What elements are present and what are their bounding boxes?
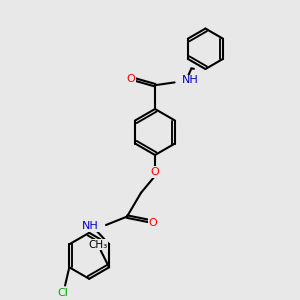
Text: CH₃: CH₃: [88, 239, 107, 250]
Text: O: O: [126, 74, 135, 84]
Text: Cl: Cl: [58, 287, 68, 298]
Text: NH: NH: [82, 221, 99, 231]
Text: NH: NH: [182, 75, 198, 85]
Text: O: O: [148, 218, 158, 228]
Text: O: O: [151, 167, 159, 177]
